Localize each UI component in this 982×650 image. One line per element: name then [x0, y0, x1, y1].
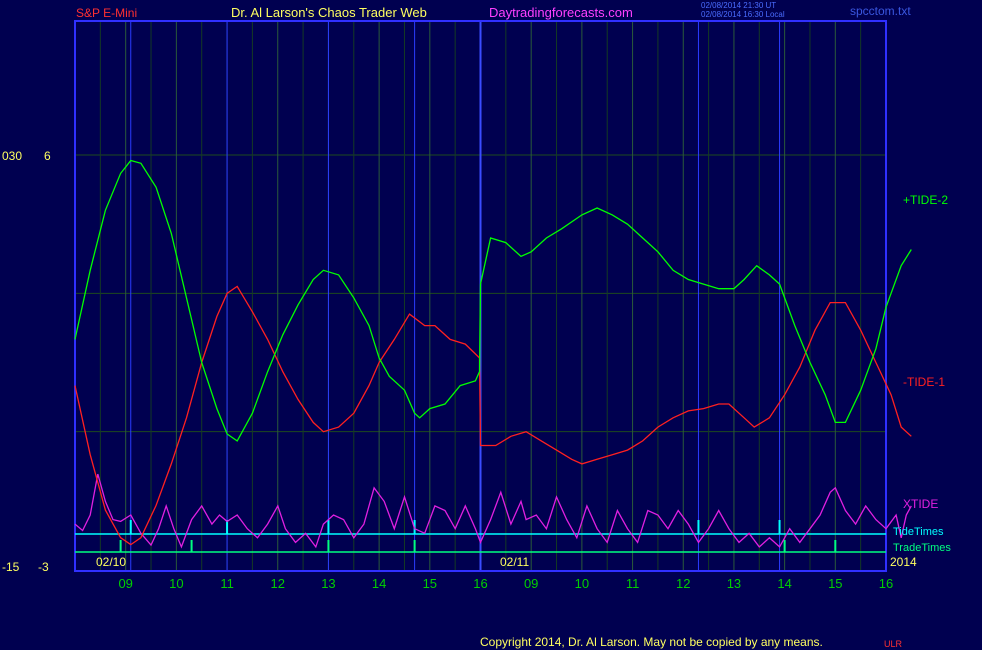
x-tick-label: 11: [626, 576, 640, 591]
tide-minus-line: [74, 285, 912, 546]
legend-trade-times: TradeTimes: [893, 542, 951, 554]
ulr-badge: ULR: [884, 639, 903, 649]
x-tick-label: 09: [524, 576, 538, 591]
site-title: Daytradingforecasts.com: [489, 5, 633, 20]
x-axis-labels: 09 10 11 12 13 14 15 16 09 10 11 12 13 14 15 16: [118, 576, 893, 591]
symbol-title: S&P E-Mini: [76, 6, 137, 20]
timestamp-local: 02/08/2014 16:30 Local: [701, 10, 785, 19]
plot-frame: [74, 20, 887, 572]
x-tick-label: 09: [118, 576, 132, 591]
x-tick-label: 12: [271, 576, 285, 591]
xtide-line: [74, 473, 912, 549]
timestamp-ut: 02/08/2014 21:30 UT: [701, 1, 776, 10]
legend-tide-minus: -TIDE-1: [903, 375, 945, 389]
y-label-bottom-right: -3: [38, 560, 49, 574]
x-tick-label: 16: [473, 576, 487, 591]
y-label-top-left: 030: [2, 149, 22, 163]
x-tick-label: 16: [879, 576, 893, 591]
legend-tide-times: TideTimes: [893, 526, 944, 538]
date-label-2: 02/11: [500, 555, 529, 569]
x-tick-label: 15: [423, 576, 437, 591]
x-tick-label: 12: [676, 576, 690, 591]
x-tick-label: 11: [220, 576, 234, 591]
copyright: Copyright 2014, Dr. Al Larson. May not b…: [480, 635, 823, 649]
x-tick-label: 14: [372, 576, 386, 591]
x-tick-label: 15: [828, 576, 842, 591]
year-label: 2014: [890, 555, 917, 569]
x-tick-label: 10: [575, 576, 589, 591]
legend-tide-plus: +TIDE-2: [903, 193, 948, 207]
y-label-bottom-left: -15: [2, 560, 20, 574]
series-layer: [74, 159, 912, 553]
y-label-top-right: 6: [44, 149, 51, 163]
date-label-1: 02/10: [96, 555, 126, 569]
legend-xtide: XTIDE: [903, 497, 938, 511]
x-tick-label: 10: [169, 576, 183, 591]
x-tick-label: 13: [321, 576, 335, 591]
x-tick-label: 13: [727, 576, 741, 591]
x-tick-label: 14: [777, 576, 791, 591]
tide-plus-line: [74, 159, 912, 442]
file-name: spcctom.txt: [850, 4, 911, 18]
brand-title: Dr. Al Larson's Chaos Trader Web: [231, 5, 427, 20]
